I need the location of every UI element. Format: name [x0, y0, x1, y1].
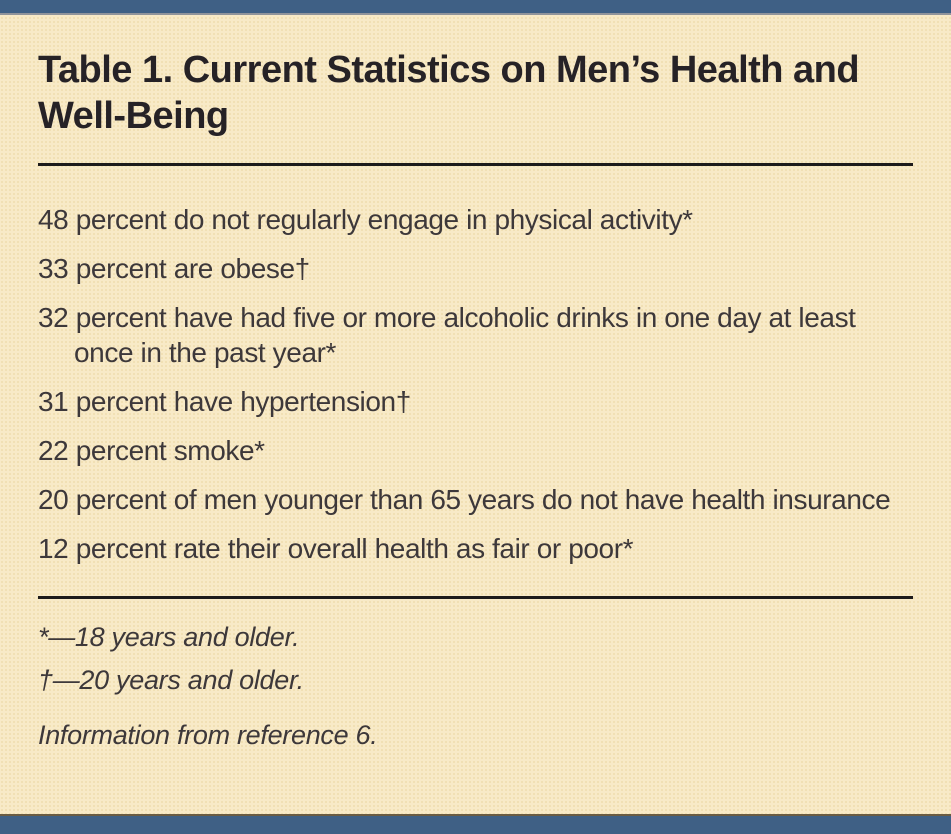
- divider-bottom: [38, 596, 913, 599]
- table-title: Table 1. Current Statistics on Men’s Hea…: [38, 49, 860, 137]
- stat-item-insurance: 20 percent of men younger than 65 years …: [38, 484, 891, 515]
- footnote-asterisk: *—18 years and older.: [38, 622, 300, 652]
- divider-top: [38, 163, 913, 166]
- stat-item-overall-health: 12 percent rate their overall health as …: [38, 533, 634, 564]
- table-content: Table 1. Current Statistics on Men’s Hea…: [0, 15, 951, 814]
- bottom-accent-bar: [0, 814, 951, 834]
- footnotes: *—18 years and older. †—20 years and old…: [38, 621, 913, 751]
- stat-item-physical-activity: 48 percent do not regularly engage in ph…: [38, 204, 693, 235]
- top-accent-bar: [0, 0, 951, 15]
- stat-item-smoke: 22 percent smoke*: [38, 435, 265, 466]
- stat-item-obese: 33 percent are obese†: [38, 253, 310, 284]
- stats-list: 48 percent do not regularly engage in ph…: [38, 202, 913, 566]
- footnote-dagger: †—20 years and older.: [38, 665, 304, 695]
- source-note: Information from reference 6.: [38, 720, 378, 750]
- stat-item-hypertension: 31 percent have hypertension†: [38, 386, 411, 417]
- stat-item-alcohol: 32 percent have had five or more alcohol…: [38, 302, 856, 368]
